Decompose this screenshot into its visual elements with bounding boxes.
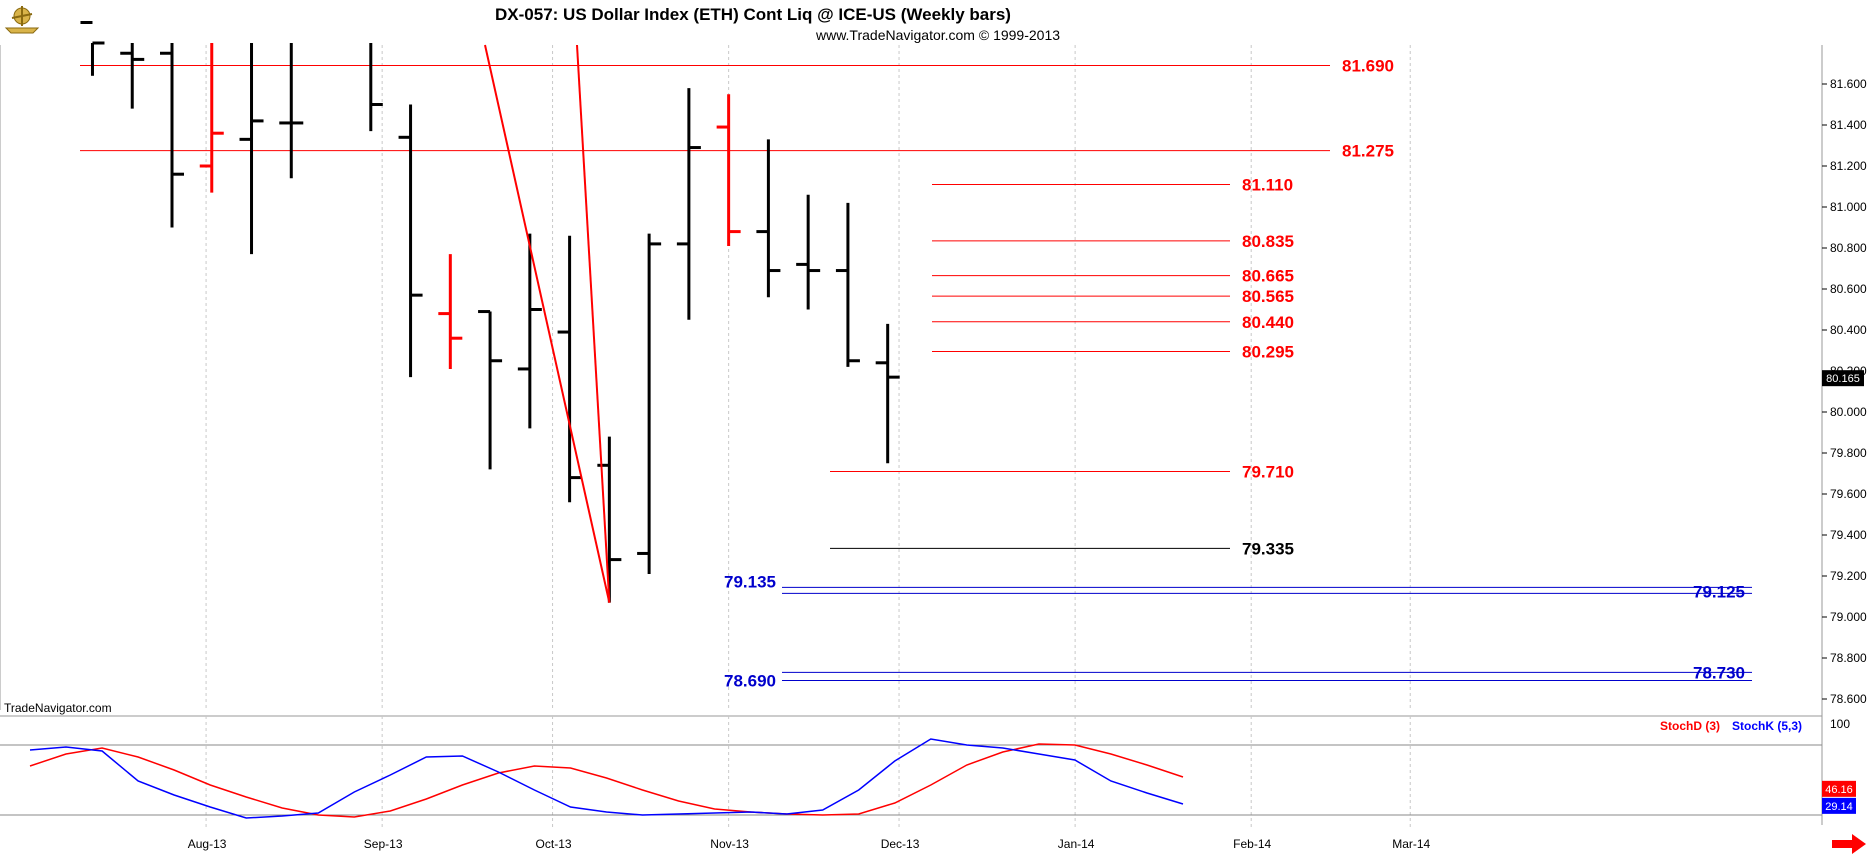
level-label: 78.690 [724,672,776,691]
x-tick-label: Dec-13 [881,837,920,851]
level-label: 78.730 [1693,663,1745,682]
x-axis: Aug-13 Sep-13 Oct-13 Nov-13 Dec-13 Jan-14 Feb-… [188,837,1431,851]
ohlc-bar [160,43,184,228]
chart-title: DX-057: US Dollar Index (ETH) Cont Liq @… [495,5,1011,24]
level-label: 80.440 [1242,313,1294,332]
ohlc-bar [637,233,662,574]
y-tick-label: 79.200 [1830,569,1867,583]
y-tick-label: 81.000 [1830,200,1867,214]
stoch-last-label: 29.14 [1825,801,1853,813]
ohlc-bar [517,233,542,429]
y-tick-label: 78.800 [1830,651,1867,665]
y-tick-label: 80.800 [1830,241,1867,255]
ohlc-bar [796,194,821,310]
level-label: 80.665 [1242,267,1294,286]
ohlc-bar [199,43,224,193]
y-tick-label: 79.600 [1830,487,1867,501]
x-tick-label: Feb-14 [1233,837,1271,851]
ohlc-bar [597,436,622,603]
level-label: 80.565 [1242,287,1294,306]
chart-subtitle: www.TradeNavigator.com © 1999-2013 [815,27,1060,43]
header-area: DX-057: US Dollar Index (ETH) Cont Liq @… [4,5,1060,43]
ohlc-bar [716,94,741,246]
x-tick-label: Oct-13 [536,837,572,851]
y-tick-label: 81.600 [1830,77,1867,91]
x-tick-label: Nov-13 [710,837,749,851]
stoch-legend-k: StochK (5,3) [1732,719,1802,733]
stoch-last-tag [1822,780,1856,797]
y-tick-label: 79.000 [1830,610,1867,624]
ohlc-bar [676,88,701,320]
stoch-legend-d: StochD (3) [1660,719,1720,733]
level-label: 81.110 [1242,175,1293,194]
stoch-series-line [29,743,1184,818]
ohlc-bar [279,43,304,179]
y-tick-label: 79.800 [1830,446,1867,460]
level-label: 81.275 [1342,142,1394,161]
y-tick-label: 81.400 [1830,118,1867,132]
ohlc-bar [369,43,383,132]
ohlc-bar [398,104,423,378]
trade-navigator-logo-icon [4,6,40,34]
level-label: 79.135 [724,572,776,591]
ohlc-bar [239,43,264,255]
x-tick-label: Sep-13 [364,837,403,851]
level-label: 79.710 [1242,462,1294,481]
y-tick-label: 78.600 [1830,692,1867,706]
y-tick-label: 80.000 [1830,405,1867,419]
level-label: 80.295 [1242,343,1294,362]
ohlc-bar [835,202,860,367]
ohlc-bar [478,310,503,470]
stoch-last-tag [1822,797,1856,814]
stoch-y-tick-label: 100 [1830,717,1850,731]
y-tick-label: 79.400 [1830,528,1867,542]
ohlc-bar [557,235,582,503]
x-tick-label: Aug-13 [188,837,227,851]
stoch-series-line [29,738,1184,819]
ohlc-bar [120,43,145,109]
ohlc-bar [80,21,105,76]
price-panel: 78.600 78.800 79.000 79.200 79.400 79.600 79.8… [0,21,1867,825]
last-price-tag [1822,370,1864,387]
stoch-last-label: 46.16 [1825,784,1853,796]
watermark-label: TradeNavigator.com [4,701,112,715]
ohlc-bar [438,254,463,369]
level-label: 79.125 [1693,582,1745,601]
level-label: 79.335 [1242,539,1294,558]
stochastic-panel: 100 46.16 29.14 StochD (3) StochK (5,3) [0,716,1856,830]
x-tick-label: Mar-14 [1392,837,1430,851]
ohlc-bar [875,323,900,464]
x-tick-label: Jan-14 [1058,837,1095,851]
y-tick-label: 81.200 [1830,159,1867,173]
trendline [484,44,611,603]
y-tick-label: 80.400 [1830,323,1867,337]
trendline [576,44,611,603]
level-label: 81.690 [1342,57,1394,76]
ohlc-bar [756,139,781,298]
level-label: 80.835 [1242,232,1294,251]
last-price-label: 80.165 [1826,373,1860,385]
scroll-right-arrow-icon[interactable] [1832,834,1866,854]
y-tick-label: 80.600 [1830,282,1867,296]
